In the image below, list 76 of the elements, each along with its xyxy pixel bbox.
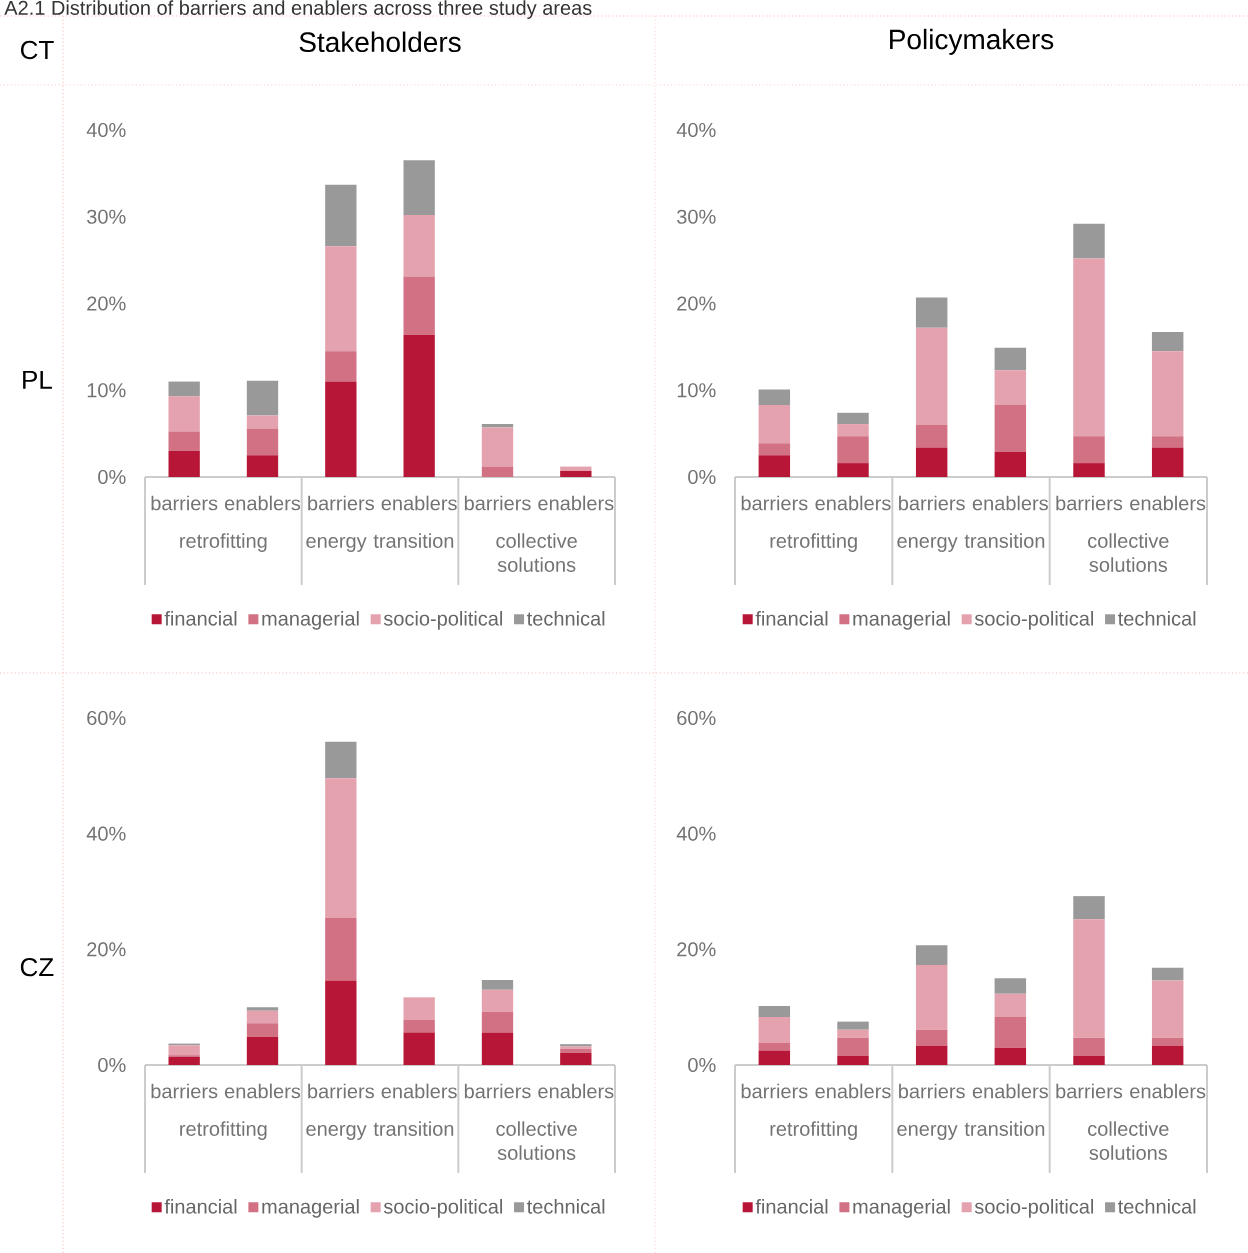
text: retrofitting (180, 1121, 267, 1140)
text: collective solutions (1088, 533, 1169, 572)
x-tick-label: barriers (1056, 495, 1123, 511)
legend-label: socio-political (974, 611, 1094, 630)
legend-label: managerial (262, 611, 359, 630)
y-tick-label: 0% (98, 469, 126, 485)
legend-label: financial (164, 1199, 237, 1214)
text: CT (20, 40, 54, 60)
x-tick-label: enablers (815, 1083, 891, 1099)
x-tick-label: barriers (899, 495, 965, 511)
x-tick-label: barriers (151, 495, 218, 511)
y-tick-label: 30% (87, 209, 126, 224)
y-tick-label: 0% (688, 469, 716, 485)
text: energy transition (897, 533, 1045, 552)
legend-label: managerial (262, 1199, 359, 1218)
y-tick-label: 40% (86, 826, 126, 841)
text: collective solutions (1088, 1121, 1169, 1160)
legend-label: technical (1118, 1199, 1196, 1214)
text: retrofitting (770, 533, 857, 552)
legend-label: financial (755, 611, 828, 626)
text: energy transition (306, 1121, 454, 1140)
legend-label: financial (164, 611, 237, 626)
y-axis-title: PL (23, 370, 52, 389)
x-tick-label: enablers (381, 495, 457, 511)
text: retrofitting (770, 1121, 857, 1140)
x-tick-label: enablers (225, 1083, 301, 1099)
y-axis-title: CZ (20, 957, 54, 977)
legend-label: technical (527, 1199, 605, 1214)
chart-title: Stakeholders (299, 31, 461, 53)
y-tick-label: 20% (677, 296, 716, 311)
text: energy transition (306, 533, 454, 552)
x-tick-label: barriers (464, 1083, 531, 1099)
y-tick-label: 60% (87, 710, 126, 726)
y-tick-label: 0% (688, 1057, 716, 1073)
legend-label: managerial (853, 611, 950, 630)
x-tick-label: enablers (972, 495, 1048, 511)
x-tick-label: enablers (815, 495, 891, 511)
legend-label: technical (1118, 611, 1196, 626)
y-tick-label: 60% (677, 710, 716, 726)
text: energy transition (897, 1121, 1045, 1140)
legend-label: socio-political (974, 1199, 1094, 1218)
text: collective solutions (496, 1121, 577, 1160)
x-tick-label: barriers (464, 495, 531, 511)
y-tick-label: 30% (677, 209, 716, 224)
x-tick-label: barriers (308, 1083, 374, 1099)
legend-label: technical (527, 611, 605, 626)
legend-label: managerial (853, 1199, 950, 1218)
y-tick-label: 40% (676, 826, 716, 841)
y-tick-label: 40% (86, 122, 126, 138)
text: retrofitting (180, 533, 267, 552)
text: A2.1 Distribution of barriers and enablers across three study areas (4, 0, 592, 19)
legend-label: socio-political (383, 611, 502, 630)
legend-label: socio-political (383, 1199, 502, 1218)
y-tick-label: 20% (87, 942, 126, 957)
y-tick-label: 40% (676, 122, 716, 138)
y-tick-label: 10% (87, 383, 126, 398)
x-tick-label: enablers (225, 495, 301, 511)
x-tick-label: enablers (381, 1083, 457, 1099)
x-tick-label: enablers (1130, 495, 1206, 511)
x-tick-label: barriers (899, 1083, 965, 1099)
y-tick-label: 0% (98, 1057, 126, 1073)
x-tick-label: enablers (1130, 1083, 1206, 1099)
legend-label: financial (755, 1199, 828, 1214)
x-tick-label: barriers (741, 1083, 808, 1099)
x-tick-label: enablers (538, 1083, 614, 1099)
y-tick-label: 20% (87, 296, 126, 311)
x-tick-label: barriers (151, 1083, 218, 1099)
chart-title: Policymakers (890, 28, 1054, 55)
y-tick-label: 20% (677, 942, 716, 957)
x-tick-label: enablers (972, 1083, 1048, 1099)
x-tick-label: barriers (308, 495, 374, 511)
x-tick-label: barriers (1056, 1083, 1123, 1099)
y-tick-label: 10% (677, 383, 716, 398)
x-tick-label: barriers (741, 495, 808, 511)
text: collective solutions (496, 533, 577, 572)
x-tick-label: enablers (538, 495, 614, 511)
